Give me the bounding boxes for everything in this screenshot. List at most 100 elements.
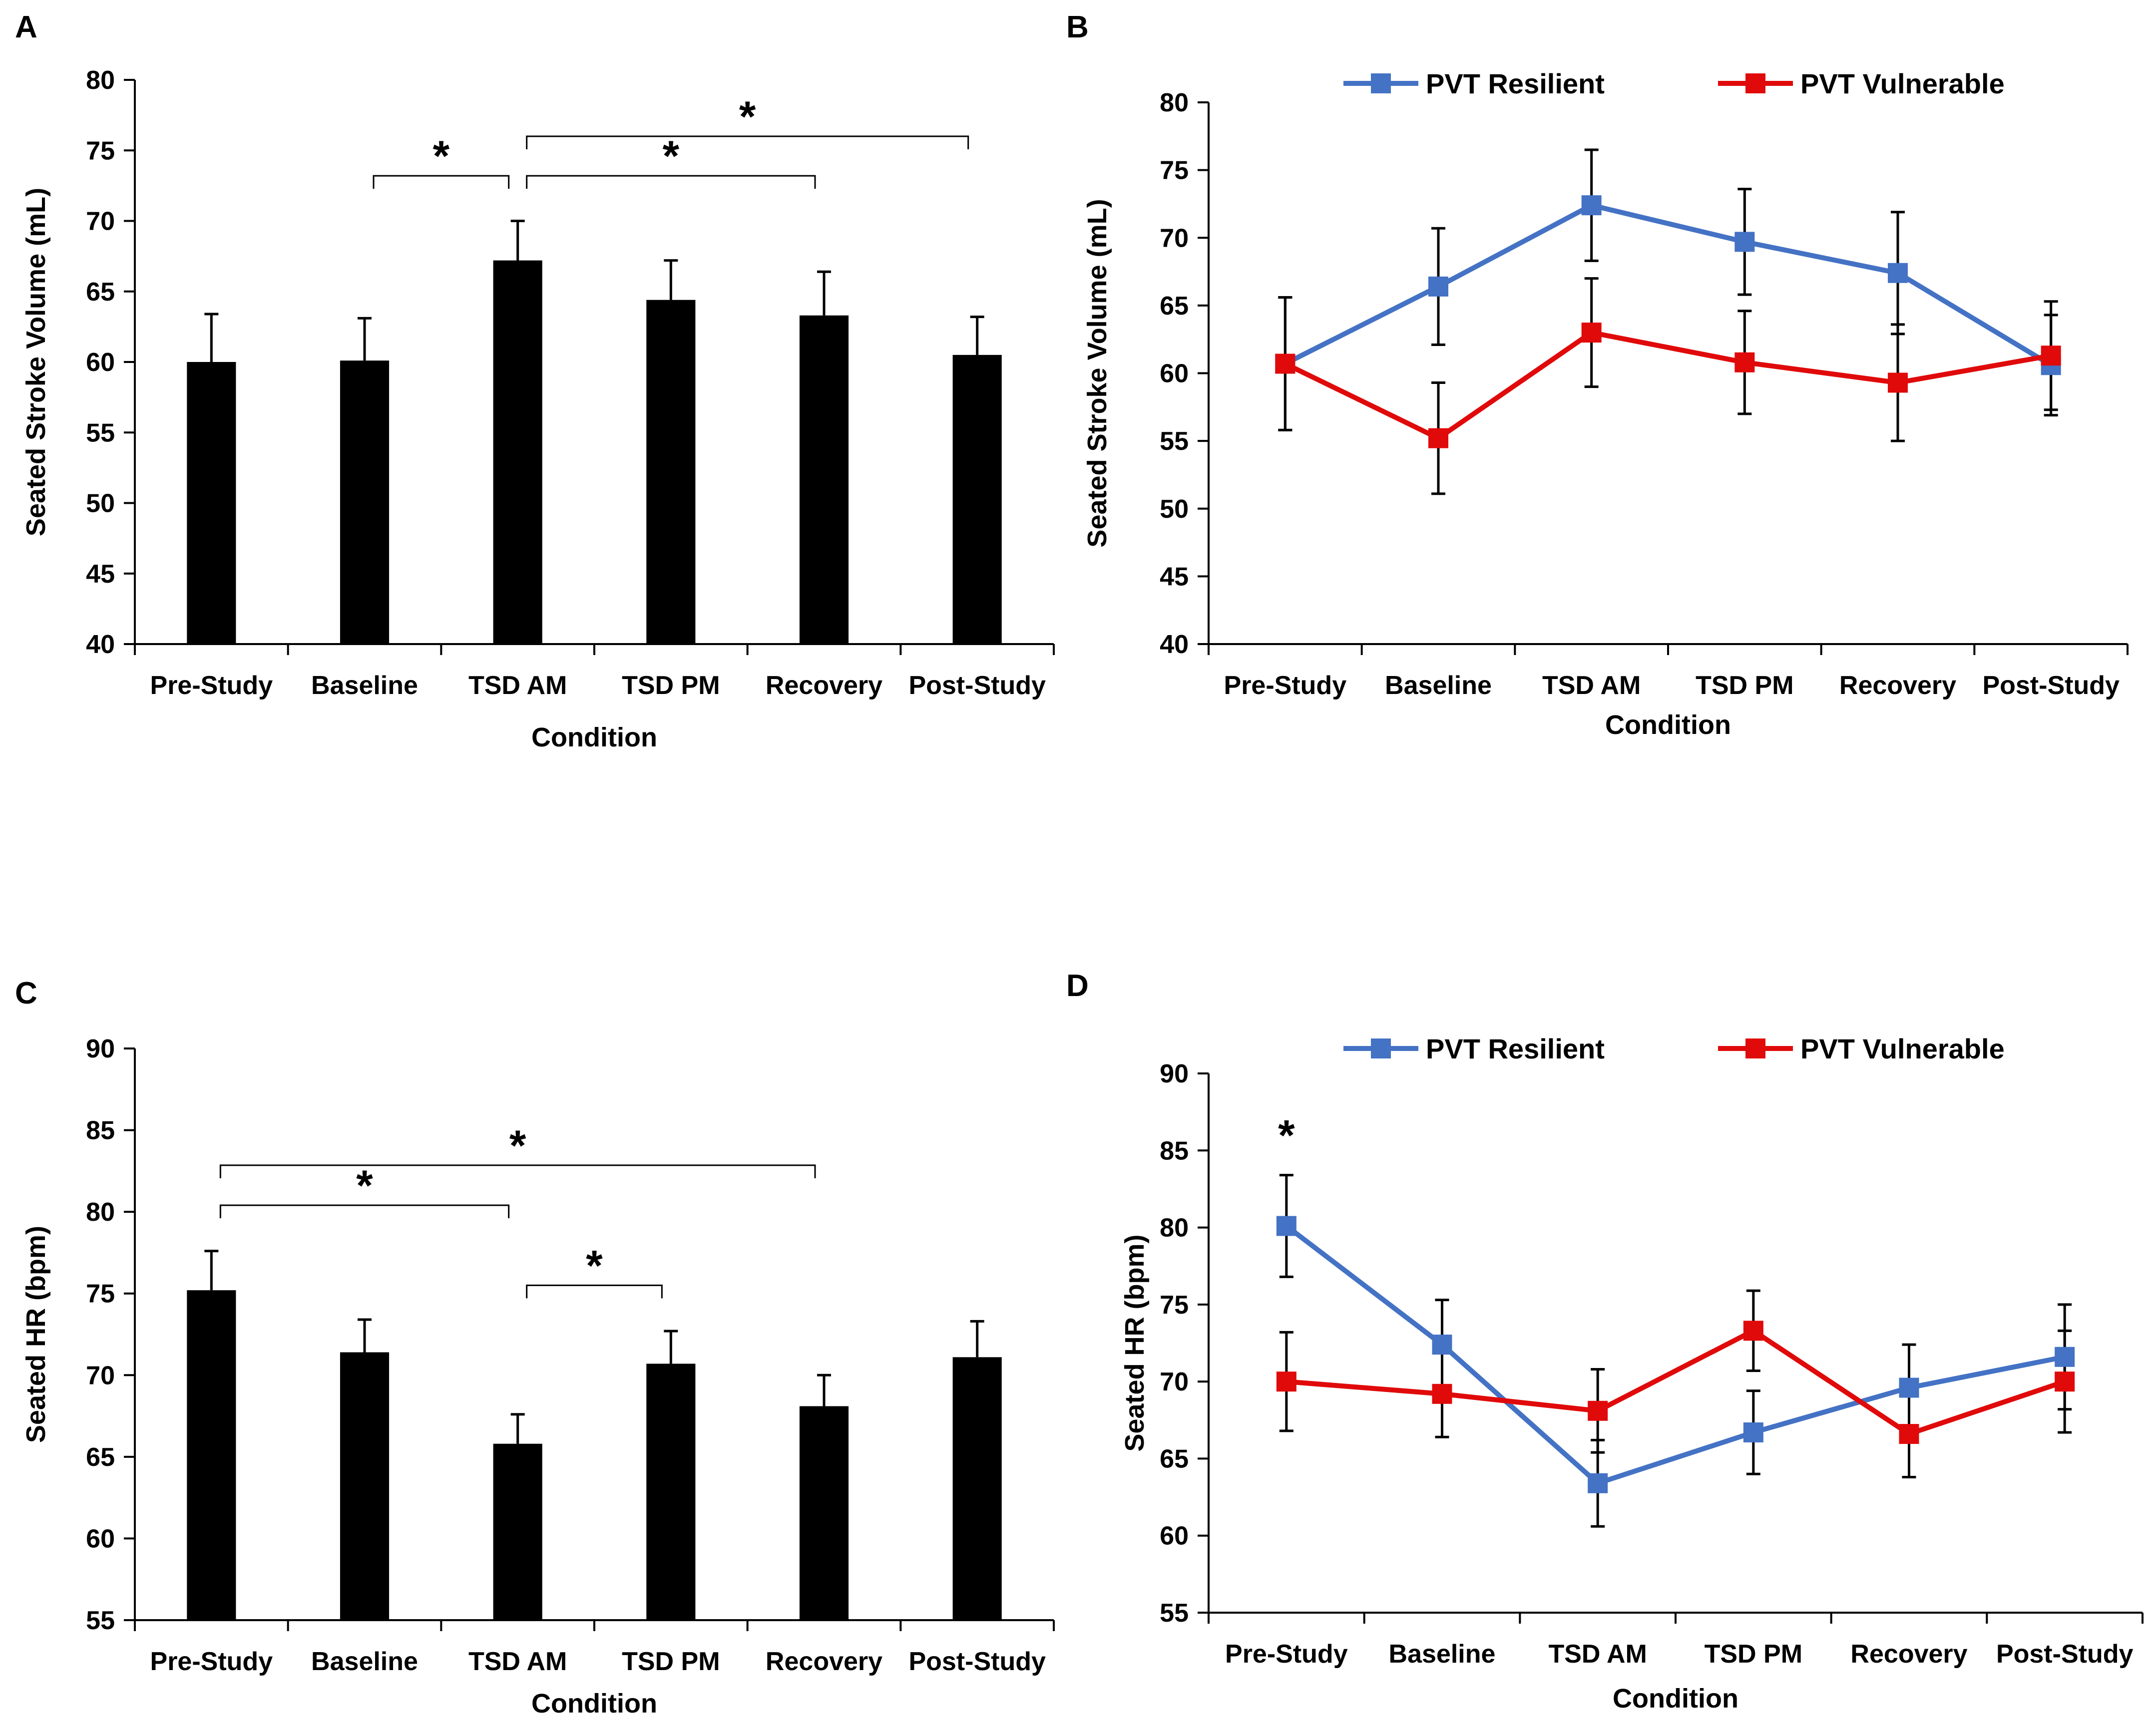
y-tick-label: 60 — [86, 1524, 115, 1553]
y-tick-label: 90 — [86, 1035, 115, 1063]
x-tick-label: TSD AM — [1548, 1640, 1647, 1669]
x-tick-label: Baseline — [1385, 671, 1492, 700]
data-point — [1899, 1424, 1919, 1444]
legend-label: PVT Resilient — [1426, 68, 1605, 99]
data-point — [2041, 345, 2061, 366]
y-tick-label: 80 — [1160, 1214, 1189, 1243]
x-tick-label: TSD AM — [468, 671, 567, 700]
significance-bracket — [219, 1164, 816, 1178]
y-tick-label: 70 — [1160, 224, 1189, 253]
significance-bracket — [373, 175, 510, 189]
data-point — [1276, 1216, 1296, 1236]
legend-marker — [1371, 73, 1391, 93]
x-tick-label: TSD AM — [1542, 671, 1641, 700]
x-tick-label: Post-Study — [1982, 671, 2120, 700]
bar — [646, 300, 696, 644]
data-point — [1734, 232, 1755, 252]
significance-bracket — [526, 135, 969, 149]
y-tick-label: 60 — [1160, 359, 1189, 388]
bar — [952, 1357, 1002, 1620]
x-tick-label: TSD PM — [1696, 671, 1793, 700]
y-tick-label: 40 — [1160, 630, 1189, 659]
significance-star: * — [1278, 1112, 1295, 1160]
y-tick-label: 65 — [86, 1443, 115, 1472]
panel-letter: C — [15, 976, 37, 1011]
data-point — [1888, 372, 1908, 393]
x-tick-label: Baseline — [311, 671, 418, 700]
y-tick-label: 55 — [1160, 1599, 1189, 1628]
panel-d: D 55 60 65 70 75 80 85 90 Pre-Study Baseline TSD AM… — [1066, 969, 2144, 1714]
y-tick-label: 60 — [1160, 1522, 1189, 1551]
significance-star: * — [509, 1122, 526, 1170]
significance-star: * — [739, 93, 756, 141]
y-tick-label: 55 — [1160, 427, 1189, 456]
bar — [340, 360, 390, 644]
significance-star: * — [433, 132, 450, 180]
bar — [952, 354, 1002, 644]
bar — [187, 362, 236, 644]
significance-star: * — [663, 132, 680, 180]
significance-bracket — [526, 175, 816, 189]
bar — [493, 1443, 542, 1620]
data-point — [1428, 428, 1448, 448]
bar — [799, 315, 849, 644]
significance-bracket — [526, 1284, 663, 1299]
bar — [646, 1364, 696, 1620]
data-point — [1276, 1372, 1296, 1392]
y-tick-label: 50 — [86, 489, 115, 518]
y-tick-label: 55 — [86, 1606, 115, 1635]
y-tick-label: 75 — [86, 136, 115, 165]
legend-marker — [1745, 1038, 1765, 1058]
data-point — [1581, 195, 1602, 216]
y-tick-label: 80 — [86, 66, 115, 95]
bar — [187, 1290, 236, 1620]
x-tick-label: Recovery — [766, 671, 882, 700]
x-axis-title: Condition — [1605, 710, 1731, 740]
x-tick-label: Baseline — [311, 1647, 418, 1676]
y-tick-label: 50 — [1160, 495, 1189, 524]
x-tick-label: TSD PM — [622, 671, 720, 700]
panel-c: C 55 60 65 70 75 80 85 90 Pre-Study Baseline TSD AM… — [15, 976, 1055, 1719]
panel-b: B 40 45 50 55 60 65 70 75 80 Pre-Study Baseline TSD … — [1066, 10, 2129, 740]
data-point — [1743, 1321, 1763, 1341]
series-line-resilient — [1285, 1224, 2066, 1486]
data-point — [1734, 352, 1755, 372]
x-tick-label: Recovery — [766, 1647, 882, 1676]
x-axis-title: Condition — [531, 722, 657, 752]
legend-label: PVT Vulnerable — [1800, 68, 2005, 99]
y-tick-label: 65 — [86, 278, 115, 307]
y-tick-label: 40 — [86, 630, 115, 659]
y-axis-title: Seated HR (bpm) — [1120, 1234, 1150, 1451]
x-tick-label: Post-Study — [908, 1647, 1046, 1676]
y-tick-label: 55 — [86, 418, 115, 447]
y-tick-label: 65 — [1160, 292, 1189, 321]
data-point — [2055, 1347, 2075, 1367]
x-tick-label: TSD PM — [1705, 1640, 1802, 1669]
series-line-resilient — [1284, 203, 2053, 367]
panel-letter: A — [15, 10, 37, 44]
series-line-vulnerable — [1286, 1328, 2066, 1437]
series-line-vulnerable — [1284, 330, 2052, 441]
y-tick-label: 70 — [1160, 1368, 1189, 1396]
y-axis-title: Seated HR (bpm) — [21, 1226, 51, 1443]
data-point — [1581, 323, 1602, 343]
y-tick-label: 75 — [1160, 156, 1189, 185]
panel-letter: D — [1066, 969, 1089, 1003]
bar — [493, 260, 542, 644]
data-point — [1888, 263, 1908, 283]
legend-label: PVT Vulnerable — [1800, 1033, 2005, 1064]
data-point — [1588, 1473, 1608, 1493]
y-tick-label: 45 — [1160, 562, 1189, 591]
y-tick-label: 85 — [86, 1116, 115, 1145]
y-tick-label: 90 — [1160, 1059, 1189, 1088]
x-axis-title: Condition — [531, 1689, 657, 1719]
legend-label: PVT Resilient — [1426, 1033, 1605, 1064]
panel-letter: B — [1066, 10, 1089, 44]
x-tick-label: Post-Study — [1996, 1640, 2134, 1669]
x-tick-label: Recovery — [1850, 1640, 1967, 1669]
x-tick-label: Pre-Study — [150, 1647, 273, 1676]
x-tick-label: TSD PM — [622, 1647, 720, 1676]
x-tick-label: Pre-Study — [150, 671, 273, 700]
x-tick-label: Pre-Study — [1225, 1640, 1348, 1669]
